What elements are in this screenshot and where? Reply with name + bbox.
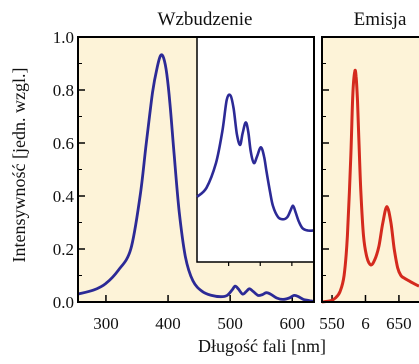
emission-frame bbox=[321, 36, 419, 303]
inset-plot-area bbox=[196, 36, 315, 263]
excitation-title: Wzbudzenie bbox=[158, 9, 253, 30]
emission-plot-area bbox=[322, 37, 419, 302]
y-tick-label: 0.0 bbox=[53, 293, 74, 312]
y-axis-label: Intensywność [jedn. wzgl.] bbox=[9, 68, 29, 263]
emission-x-tick-label: 650 bbox=[386, 314, 412, 333]
y-tick-label: 0.6 bbox=[53, 134, 74, 153]
emission-curve bbox=[321, 68, 419, 304]
x-tick-label: 300 bbox=[93, 314, 119, 333]
y-tick-label: 1.0 bbox=[53, 28, 74, 47]
y-tick-label: 0.8 bbox=[53, 81, 74, 100]
x-axis-label: Długość fali [nm] bbox=[198, 336, 326, 356]
inset-excitation-curve bbox=[196, 93, 315, 232]
emission-title: Emisja bbox=[354, 9, 407, 30]
y-tick-label: 0.2 bbox=[53, 240, 74, 259]
excitation-frame bbox=[77, 36, 315, 303]
excitation-panel: 0.0 0.2 0.4 0.6 0.8 1.0 300 400 500 600 bbox=[53, 28, 315, 333]
x-tick-label: 500 bbox=[217, 314, 243, 333]
emission-x-tick-label: 6 bbox=[361, 314, 370, 333]
y-tick-label: 0.4 bbox=[53, 187, 75, 206]
emission-panel: 550 6 650 bbox=[319, 36, 419, 333]
emission-x-tick-label: 550 bbox=[319, 314, 345, 333]
excitation-curve bbox=[77, 53, 315, 303]
x-tick-label: 400 bbox=[155, 314, 181, 333]
x-tick-label: 600 bbox=[280, 314, 306, 333]
